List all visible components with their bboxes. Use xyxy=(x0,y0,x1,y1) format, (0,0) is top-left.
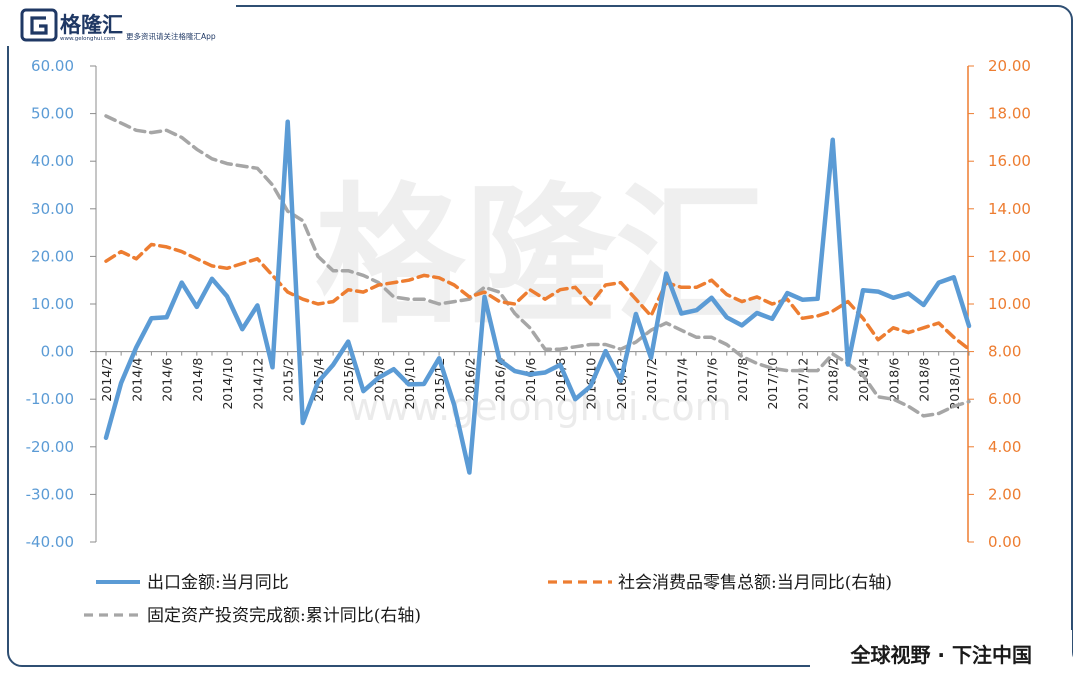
logo-name: 格隆汇 xyxy=(60,13,123,37)
x-tick-label: 2014/8 xyxy=(190,358,205,402)
series-layer xyxy=(103,114,972,475)
right-axis-ticks: 20.00 18.00 16.00 14.00 12.00 10.00 8.00 6.00 4.… xyxy=(968,57,1031,551)
right-tick-label: 10.00 xyxy=(988,295,1031,313)
logo-g-icon xyxy=(30,16,48,35)
legend-label-export: 出口金额:当月同比 xyxy=(147,573,289,593)
series-line-fai xyxy=(104,114,971,418)
x-tick-label: 2017/8 xyxy=(735,358,750,402)
left-tick-label: 30.00 xyxy=(31,200,74,218)
logo-url: www.gelonghui.com xyxy=(60,36,115,42)
x-tick-label: 2018/8 xyxy=(917,358,932,402)
legend-label-fai: 固定资产投资完成额:累计同比(右轴) xyxy=(147,606,421,626)
x-tick-label: 2018/6 xyxy=(886,358,901,402)
right-tick-label: 20.00 xyxy=(988,57,1031,75)
left-tick-label: 50.00 xyxy=(31,105,74,123)
x-tick-label: 2017/12 xyxy=(795,358,810,410)
x-tick-label: 2018/2 xyxy=(826,358,841,402)
watermark-url: www.gelonghui.com xyxy=(348,385,731,429)
left-tick-label: -10.00 xyxy=(26,390,74,408)
x-tick-label: 2018/10 xyxy=(947,358,962,410)
left-tick-label: -30.00 xyxy=(26,485,74,503)
left-tick-label: 0.00 xyxy=(41,343,74,361)
x-tick-label: 2016/4 xyxy=(493,358,508,402)
x-tick-label: 2015/6 xyxy=(341,358,356,402)
slogan-backdrop xyxy=(810,630,1072,680)
x-tick-label: 2016/2 xyxy=(462,358,477,402)
right-tick-label: 6.00 xyxy=(988,390,1021,408)
right-tick-label: 8.00 xyxy=(988,343,1021,361)
brand-logo: 格隆汇 www.gelonghui.com 更多资讯请关注格隆汇App xyxy=(20,8,216,42)
right-tick-label: 16.00 xyxy=(988,152,1031,170)
left-axis-ticks: 60.00 50.00 40.00 30.00 20.00 10.00 0.00 -10.00… xyxy=(26,57,96,551)
x-tick-label: 2015/2 xyxy=(281,358,296,402)
x-tick-label: 2014/10 xyxy=(220,358,235,410)
left-tick-label: 20.00 xyxy=(31,247,74,265)
x-tick-label: 2017/4 xyxy=(674,358,689,402)
legend-label-retail: 社会消费品零售总额:当月同比(右轴) xyxy=(618,573,892,593)
x-tick-label: 2017/2 xyxy=(644,358,659,402)
x-tick-label: 2014/6 xyxy=(160,358,175,402)
right-tick-label: 12.00 xyxy=(988,247,1031,265)
x-tick-label: 2014/2 xyxy=(99,358,114,402)
legend: 出口金额:当月同比 社会消费品零售总额:当月同比(右轴) 固定资产投资完成额:累… xyxy=(84,573,892,626)
x-tick-label: 2014/4 xyxy=(129,358,144,402)
series-line-export xyxy=(103,119,972,475)
left-tick-label: -40.00 xyxy=(26,533,74,551)
x-tick-label: 2017/6 xyxy=(705,358,720,402)
x-tick-label: 2016/6 xyxy=(523,358,538,402)
footer-slogan: 全球视野 · 下注中国 xyxy=(849,643,1032,667)
x-tick-label: 2018/4 xyxy=(856,358,871,402)
x-tick-label: 2014/12 xyxy=(250,358,265,410)
left-tick-label: -20.00 xyxy=(26,438,74,456)
watermark: 格隆汇 www.gelonghui.com xyxy=(315,170,765,429)
right-tick-label: 0.00 xyxy=(988,533,1021,551)
watermark-text: 格隆汇 xyxy=(315,170,765,344)
series-line-retail xyxy=(104,242,971,351)
chart-frame xyxy=(7,5,1073,667)
logo-tagline: 更多资讯请关注格隆汇App xyxy=(126,31,216,41)
left-tick-label: 40.00 xyxy=(31,152,74,170)
left-tick-label: 60.00 xyxy=(31,57,74,75)
x-axis-ticks: 2014/2 2014/4 2014/6 2014/8 2014/10 2014/12 20… xyxy=(99,351,970,410)
right-tick-label: 4.00 xyxy=(988,438,1021,456)
right-tick-label: 14.00 xyxy=(988,200,1031,218)
right-tick-label: 18.00 xyxy=(988,105,1031,123)
right-tick-label: 2.00 xyxy=(988,485,1021,503)
left-tick-label: 10.00 xyxy=(31,295,74,313)
